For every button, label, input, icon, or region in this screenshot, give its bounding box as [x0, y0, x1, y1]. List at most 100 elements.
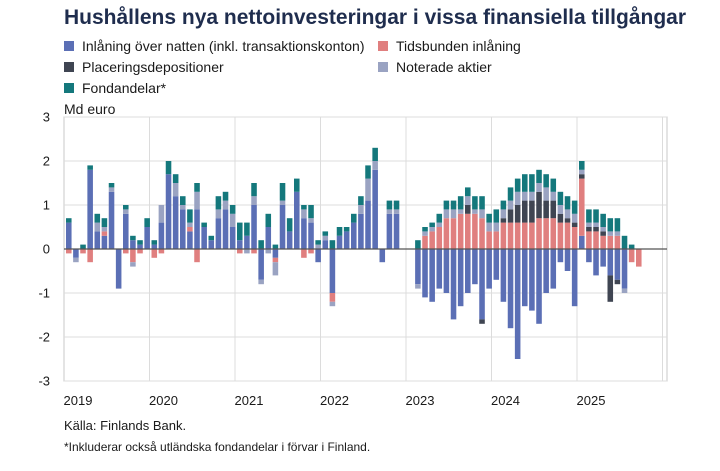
- bar-segment: [229, 227, 236, 249]
- bar-segment: [244, 222, 250, 236]
- bar-segment: [422, 235, 428, 249]
- bar-segment: [115, 249, 122, 289]
- bar-segment: [358, 205, 364, 214]
- bar-segment: [550, 218, 557, 249]
- bar-segment: [500, 218, 507, 223]
- bar-segment: [101, 218, 108, 227]
- bar-segment: [507, 222, 514, 249]
- bar-segment: [607, 249, 614, 276]
- bar-segment: [73, 257, 79, 263]
- bar-segment: [393, 209, 400, 214]
- bar-segment: [336, 227, 343, 236]
- bar-segment: [372, 161, 378, 170]
- bar-segment: [479, 319, 485, 324]
- bar-segment: [130, 262, 136, 267]
- bar-segment: [557, 191, 564, 205]
- bar-segment: [123, 209, 129, 214]
- bar-segment: [137, 240, 143, 245]
- bar-segment: [144, 218, 150, 227]
- y-tick-label: -2: [38, 330, 50, 345]
- bar-segment: [443, 249, 450, 293]
- x-tick-label: 2021: [235, 393, 264, 408]
- bar-segment: [272, 249, 279, 258]
- bar-segment: [244, 235, 250, 249]
- y-tick-label: 3: [43, 110, 50, 125]
- bar-segment: [543, 174, 549, 188]
- bar-segment: [529, 174, 535, 192]
- bar-segment: [308, 218, 314, 223]
- bar-segment: [543, 218, 549, 249]
- legend-label-fund-shares: Fondandelar*: [82, 80, 167, 96]
- bar-segment: [443, 209, 450, 219]
- bar-segment: [329, 240, 336, 249]
- bar-segment: [457, 213, 464, 249]
- bar-segment: [614, 249, 621, 280]
- legend-swatch-fund-shares: [64, 83, 74, 93]
- bar-segment: [386, 209, 393, 214]
- bar-segment: [308, 205, 314, 219]
- legend-label-listed-shares: Noterade aktier: [396, 59, 492, 75]
- bar-segment: [108, 187, 115, 192]
- bar-segment: [343, 231, 350, 249]
- bar-segment: [265, 249, 272, 254]
- bar-segment: [251, 205, 257, 249]
- bar-segment: [222, 200, 229, 210]
- bar-segment: [165, 161, 172, 175]
- bar-segment: [101, 231, 108, 236]
- bar-segment: [130, 235, 136, 241]
- bar-segment: [579, 178, 585, 236]
- bar-segment: [600, 213, 606, 227]
- bar-segment: [94, 213, 101, 223]
- bar-segment: [579, 169, 585, 175]
- bar-segment: [628, 244, 635, 249]
- bar-segment: [172, 196, 179, 249]
- bar-segment: [614, 231, 621, 236]
- legend-swatch-time-deposits: [378, 41, 388, 51]
- bar-segment: [365, 178, 371, 201]
- legend-label-time-deposits: Tidsbunden inlåning: [396, 38, 521, 54]
- bar-segment: [237, 240, 243, 249]
- bar-segment: [571, 249, 578, 307]
- bar-segment: [486, 213, 492, 223]
- legend-swatch-listed-shares: [378, 62, 388, 72]
- bar-segment: [593, 222, 599, 227]
- bar-segment: [536, 249, 542, 324]
- bar-segment: [507, 200, 514, 210]
- bar-segment: [436, 249, 443, 289]
- bar-segment: [301, 209, 307, 219]
- bar-segment: [130, 249, 136, 263]
- bar-segment: [607, 235, 614, 249]
- bar-segment: [493, 222, 500, 232]
- bar-segment: [479, 196, 485, 210]
- bar-segment: [564, 222, 571, 249]
- bar-segment: [130, 240, 136, 249]
- bar-segment: [450, 200, 457, 210]
- bar-segment: [564, 196, 571, 210]
- y-tick-label: 0: [43, 242, 50, 257]
- x-tick-label: 2023: [406, 393, 435, 408]
- bar-segment: [557, 213, 564, 223]
- bar-segment: [237, 249, 243, 254]
- bar-segment: [379, 249, 386, 263]
- bar-segment: [422, 231, 428, 236]
- bar-segment: [101, 227, 108, 232]
- legend-label-overnight-deposits: Inlåning över natten (inkl. transaktions…: [82, 38, 365, 54]
- bar-segment: [571, 222, 578, 227]
- bar-segment: [457, 249, 464, 307]
- bar-segment: [557, 205, 564, 214]
- bar-segment: [436, 213, 443, 223]
- bar-segment: [457, 196, 464, 210]
- x-tick-label: 2024: [491, 393, 520, 408]
- bar-segment: [137, 249, 143, 254]
- bar-segment: [386, 200, 393, 210]
- bar-segment: [187, 231, 193, 249]
- bar-segment: [593, 209, 599, 223]
- y-tick-label: 1: [43, 198, 50, 213]
- bar-segment: [429, 222, 435, 227]
- y-tick-label: 2: [43, 154, 50, 169]
- bar-segment: [522, 191, 528, 201]
- bar-segment: [279, 200, 286, 205]
- bar-segment: [543, 249, 549, 293]
- bar-segment: [94, 231, 101, 249]
- bar-segment: [536, 183, 542, 192]
